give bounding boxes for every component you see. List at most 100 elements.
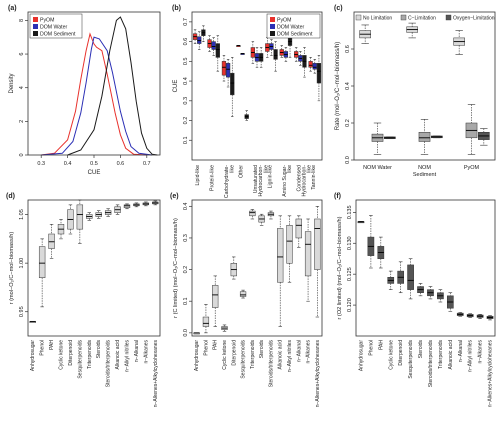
box bbox=[38, 246, 46, 278]
legend-label: DOM Sediment bbox=[277, 32, 313, 38]
y-tick-label: 0.3 bbox=[183, 97, 189, 105]
y-tick-label: 0.0 bbox=[183, 329, 189, 337]
legend-swatch bbox=[270, 24, 275, 29]
x-tick-label: NOM bbox=[418, 165, 431, 171]
x-tick-label: Protein-like bbox=[210, 165, 216, 191]
box bbox=[249, 210, 256, 217]
legend-label: C−Limitation bbox=[408, 16, 436, 22]
density-curve-dom-sediment bbox=[67, 16, 158, 156]
legend-label: Oxygen−Limitation bbox=[453, 16, 495, 22]
x-tick-label: Triterpenoids bbox=[438, 340, 444, 369]
y-axis-label: r (mol−O₂/C−mol−biomass/h) bbox=[9, 232, 15, 305]
legend-swatch bbox=[33, 24, 38, 29]
y-tick-label: 0.1 bbox=[183, 297, 189, 305]
box-pyom bbox=[221, 61, 227, 76]
box bbox=[295, 218, 302, 239]
x-tick-label: Sesquiterpenoids bbox=[77, 340, 83, 379]
box-dom-water bbox=[211, 41, 216, 50]
x-tick-label: Sesquiterpenoids bbox=[408, 340, 414, 379]
x-tick-label: Triterpenoids bbox=[87, 340, 93, 369]
x-tick-label: Sediment bbox=[413, 172, 437, 178]
x-tick-label: like bbox=[263, 165, 269, 173]
panel-f: (f) Anhydrosugar Phenol PAH Cyclic ketone Dit… bbox=[334, 193, 496, 408]
y-tick-label: 0.2 bbox=[183, 266, 189, 274]
x-tick-label: Lignin-like bbox=[267, 165, 273, 188]
y-tick-label: 0.4 bbox=[345, 82, 351, 90]
x-tick-label: PAH bbox=[213, 340, 219, 350]
panel-a: (a)0.3 0.4 0.5 0.6 0.702468CUEDensityPyOMDOM… bbox=[8, 5, 161, 176]
box-dom-water bbox=[312, 63, 317, 70]
x-tick-label: Steroids bbox=[418, 340, 424, 359]
legend-label: DOM Water bbox=[40, 25, 67, 31]
box bbox=[123, 204, 131, 209]
x-tick-label: like bbox=[307, 165, 313, 173]
y-tick-label: 0.6 bbox=[183, 38, 189, 46]
legend-swatch bbox=[33, 17, 38, 22]
box bbox=[277, 228, 284, 283]
x-tick-label: like bbox=[229, 165, 235, 173]
plot-frame bbox=[355, 199, 496, 337]
y-tick-label: 0.4 bbox=[183, 77, 189, 85]
x-tick-label: Steroids/triterpenoids bbox=[268, 340, 274, 388]
panel-label: (a) bbox=[8, 5, 17, 12]
y-axis-label: Rate (mol−O₂/C−mol−biomass/h) bbox=[335, 42, 341, 131]
panel-label: (f) bbox=[334, 193, 341, 200]
x-tick-label: 0.5 bbox=[90, 161, 98, 167]
legend-swatch bbox=[400, 14, 407, 21]
x-tick-label: n−Alkyl nitriles bbox=[125, 340, 131, 373]
legend-swatch bbox=[355, 14, 362, 21]
y-tick-label: 0.95 bbox=[19, 306, 25, 317]
panel-e: (e) Anhydrosugar Phenol PAH Cyclic ketone Dit… bbox=[170, 193, 323, 407]
y-axis-label: Density bbox=[9, 73, 15, 93]
x-tick-label: Unsaturated bbox=[253, 165, 259, 193]
x-tick-label: Other bbox=[239, 165, 245, 178]
y-tick-label: 0.1 bbox=[183, 136, 189, 144]
panel-label: (b) bbox=[172, 5, 181, 12]
y-tick-label: 0 bbox=[19, 153, 25, 156]
box bbox=[48, 233, 55, 249]
x-tick-label: Diterpenoid bbox=[68, 340, 74, 366]
x-tick-label: 0.4 bbox=[64, 161, 72, 167]
x-tick-label: n−Alkanes bbox=[306, 340, 312, 364]
x-tick-label: like bbox=[287, 165, 293, 173]
y-tick-label: 0.2 bbox=[345, 119, 351, 127]
legend-label: PyOM bbox=[40, 18, 54, 24]
y-tick-label: 0.2 bbox=[183, 117, 189, 125]
y-tick-label: 0.120 bbox=[347, 298, 353, 312]
x-tick-label: 0.3 bbox=[37, 161, 45, 167]
panel-b: (b) Lipid-like Protein-like Carbohydrate-li… bbox=[172, 5, 323, 198]
y-tick-label: 0.125 bbox=[347, 267, 353, 281]
y-tick-label: 0.4 bbox=[183, 202, 189, 210]
x-tick-label: PAH bbox=[378, 340, 384, 350]
legend-swatch bbox=[33, 31, 38, 36]
x-tick-label: Phenol bbox=[203, 340, 209, 356]
box bbox=[239, 291, 247, 297]
legend: No Limitation C−Limitation Oxygen−Limitati… bbox=[355, 14, 495, 22]
x-tick-label: Hydrocarbon- bbox=[258, 165, 264, 197]
box-c-limitation bbox=[418, 132, 431, 142]
x-tick-label: Carbohydrate- bbox=[224, 165, 230, 198]
x-tick-label: NOM Water bbox=[363, 165, 392, 171]
x-tick-label: Anhydrosugar bbox=[30, 340, 36, 371]
x-tick-label: n−Alkenes+Alkylcyclohexanes bbox=[488, 340, 494, 408]
box-dom-sediment bbox=[230, 72, 235, 96]
y-tick-label: 8 bbox=[19, 19, 25, 22]
panel-c: (c) 0.0 0.2 0.4 0.6 Rate (mol−O₂/C−mol−biomas… bbox=[334, 5, 496, 178]
x-tick-label: Phenol bbox=[368, 340, 374, 356]
legend-label: DOM Sediment bbox=[40, 32, 76, 38]
y-tick-label: 0.135 bbox=[347, 205, 353, 219]
legend-swatch bbox=[270, 31, 275, 36]
x-tick-label: n−Alkanes bbox=[478, 340, 484, 364]
y-tick-label: 0.7 bbox=[183, 18, 189, 26]
x-tick-label: n−Alkenes+Alkylcyclohexanes bbox=[153, 340, 159, 408]
box-dom-water bbox=[197, 36, 202, 44]
box bbox=[202, 316, 210, 327]
y-tick-label: 0.5 bbox=[183, 58, 189, 66]
legend-label: PyOM bbox=[277, 18, 291, 24]
x-tick-label: Cyclic ketone bbox=[59, 340, 65, 370]
legend-swatch bbox=[445, 14, 452, 21]
x-tick-label: n−Alkyl nitriles bbox=[468, 340, 474, 373]
density-curve-dom-water bbox=[41, 36, 153, 156]
